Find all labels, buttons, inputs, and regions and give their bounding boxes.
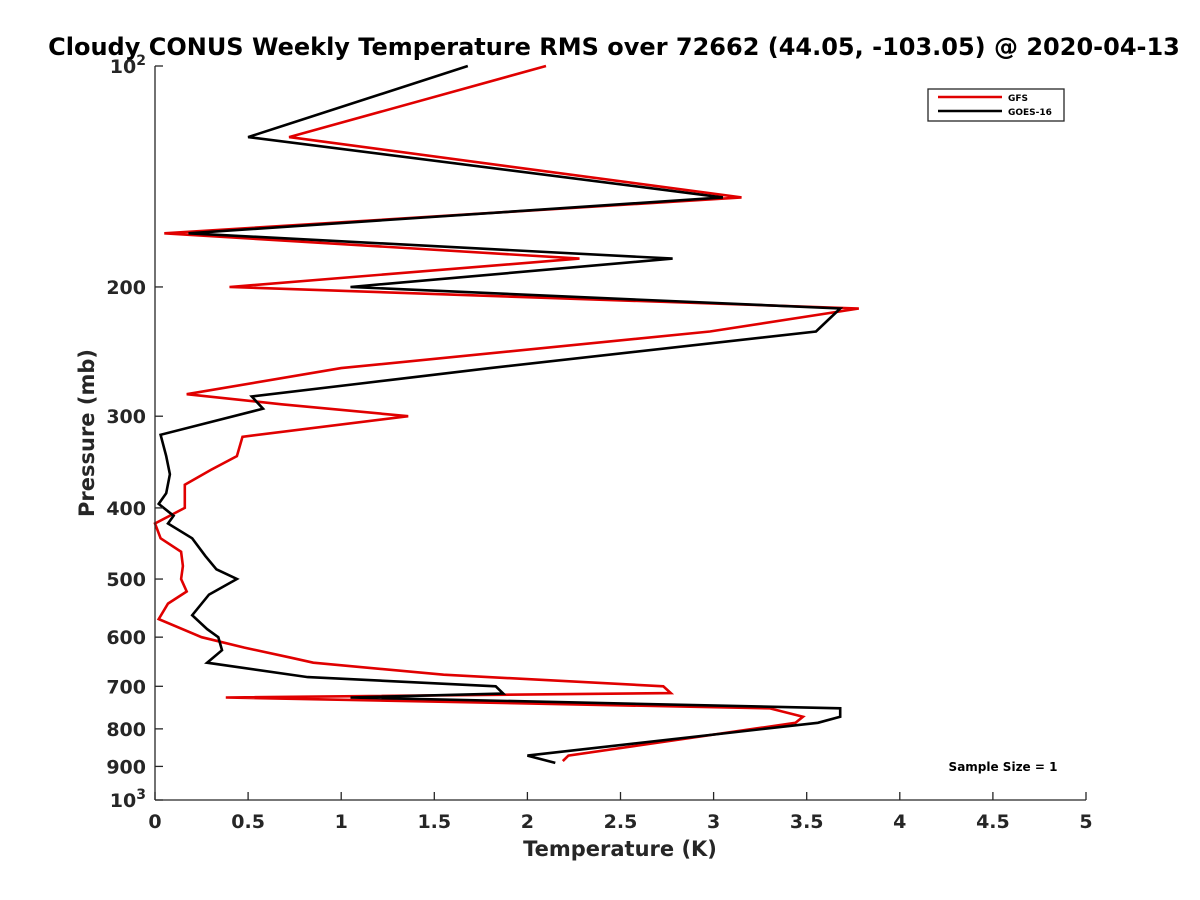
y-tick-label: 300	[106, 406, 146, 428]
series-line-goes16	[156, 64, 844, 765]
x-tick-label: 2.5	[604, 811, 638, 833]
series-line-gfs	[153, 64, 859, 763]
y-tick-label: 102	[110, 53, 146, 78]
y-axis-label: Pressure (mb)	[75, 349, 99, 517]
x-tick-label: 4	[893, 811, 906, 833]
x-tick-label: 0.5	[231, 811, 265, 833]
x-tick-label: 3	[707, 811, 720, 833]
y-tick-label: 600	[106, 627, 146, 649]
y-tick-label: 400	[106, 498, 146, 520]
y-tick-label: 800	[106, 719, 146, 741]
sample-size-annotation: Sample Size = 1	[949, 760, 1058, 774]
x-axis-ticks: 0 0.5 1 1.5 2 2.5 3 3.5 4 4.5 5	[148, 792, 1093, 833]
legend: GFS GOES-16	[927, 88, 1065, 122]
y-tick-label: 900	[106, 756, 146, 778]
legend-label-gfs: GFS	[1008, 94, 1028, 104]
x-tick-label: 3.5	[790, 811, 824, 833]
y-tick-label: 500	[106, 569, 146, 591]
x-tick-label: 5	[1079, 811, 1092, 833]
x-tick-label: 2	[521, 811, 534, 833]
x-tick-label: 4.5	[976, 811, 1010, 833]
legend-label-goes16: GOES-16	[1008, 108, 1052, 118]
x-tick-label: 1.5	[417, 811, 451, 833]
y-axis-ticks: 102 200 300 400 500 600 700 800 900 103	[106, 53, 163, 812]
chart-title: Cloudy CONUS Weekly Temperature RMS over…	[48, 33, 1180, 61]
plot-area	[153, 64, 859, 765]
x-tick-label: 1	[335, 811, 348, 833]
y-tick-label: 200	[106, 277, 146, 299]
legend-box	[927, 88, 1065, 122]
y-tick-label: 103	[110, 787, 146, 812]
x-axis-label: Temperature (K)	[523, 837, 717, 861]
x-tick-label: 0	[148, 811, 161, 833]
y-tick-label: 700	[106, 676, 146, 698]
